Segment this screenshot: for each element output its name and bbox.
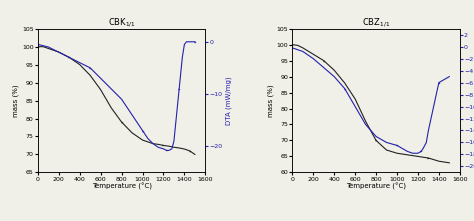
Y-axis label: mass (%): mass (%) [13,84,19,117]
Title: CBZ$_{1/1}$: CBZ$_{1/1}$ [362,16,390,29]
X-axis label: Temperature (°C): Temperature (°C) [91,183,152,190]
Y-axis label: DTA (mW/mg): DTA (mW/mg) [226,76,232,125]
Title: CBK$_{1/1}$: CBK$_{1/1}$ [108,16,136,29]
X-axis label: Temperature (°C): Temperature (°C) [346,183,406,190]
Y-axis label: mass (%): mass (%) [267,84,274,117]
